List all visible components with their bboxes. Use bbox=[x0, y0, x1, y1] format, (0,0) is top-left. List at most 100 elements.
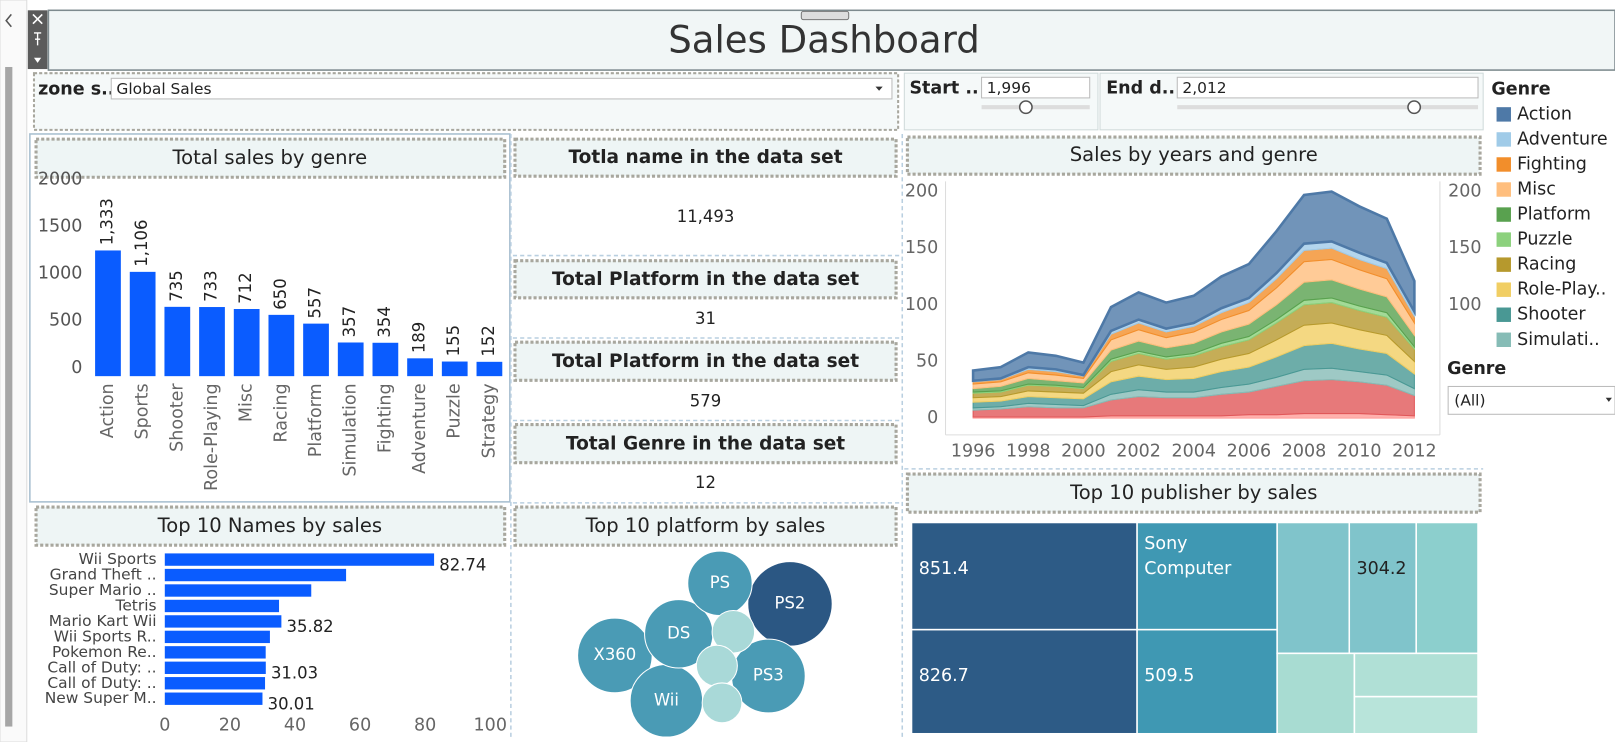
value-label: 189 bbox=[410, 322, 429, 353]
x-tick-label: Action bbox=[98, 383, 118, 438]
filter-label: End d.. bbox=[1106, 79, 1175, 99]
x-tick-label: Adventure bbox=[410, 383, 430, 474]
x-tick-label: Strategy bbox=[479, 383, 499, 458]
bubble-label: DS bbox=[667, 623, 690, 642]
bar bbox=[164, 630, 270, 644]
value-label: 650 bbox=[271, 278, 290, 309]
value-label: 155 bbox=[444, 325, 463, 356]
drag-handle[interactable] bbox=[800, 10, 850, 21]
dropdown-value: Global Sales bbox=[116, 80, 211, 98]
y2-tick-label: 150 bbox=[1448, 238, 1481, 258]
input-value: 2,012 bbox=[1182, 79, 1226, 97]
y-tick-label: 2000 bbox=[38, 169, 83, 189]
legend-swatch bbox=[1496, 232, 1511, 247]
bar bbox=[164, 646, 266, 659]
y-tick-label: 0 bbox=[927, 408, 938, 428]
treemap-cell bbox=[1348, 521, 1417, 655]
filter-label: zone s.. bbox=[38, 80, 114, 100]
text-input[interactable] bbox=[1176, 76, 1479, 99]
bar bbox=[164, 568, 347, 582]
treemap-cell bbox=[1276, 521, 1351, 655]
panel-frame bbox=[29, 133, 511, 503]
chart-title: Top 10 platform by sales bbox=[585, 514, 826, 537]
bubble-label: Wii bbox=[654, 690, 679, 709]
slider-track[interactable] bbox=[1177, 105, 1479, 110]
bar bbox=[372, 342, 399, 377]
value-label: 357 bbox=[340, 306, 359, 337]
bar bbox=[164, 553, 435, 566]
value-label: 35.82 bbox=[287, 617, 334, 636]
x-tick-label: 100 bbox=[474, 716, 507, 736]
slider-track[interactable] bbox=[981, 105, 1090, 110]
bubble bbox=[695, 644, 738, 687]
slider-handle[interactable] bbox=[1407, 100, 1422, 115]
legend-label: Platform bbox=[1517, 205, 1591, 225]
y-tick-label: Grand Theft .. bbox=[50, 566, 157, 584]
x-tick-label: 60 bbox=[349, 716, 371, 736]
treemap-cell bbox=[1353, 652, 1479, 698]
bar bbox=[337, 342, 364, 377]
y-tick-label: 500 bbox=[49, 311, 82, 331]
collapse-button[interactable] bbox=[5, 13, 12, 28]
chart-title: Total sales by genre bbox=[172, 146, 368, 169]
y-tick-label: 50 bbox=[916, 351, 938, 371]
legend-swatch bbox=[1496, 282, 1511, 297]
pin-button[interactable] bbox=[33, 32, 42, 46]
bar bbox=[164, 584, 312, 597]
input-value: 1,996 bbox=[987, 79, 1031, 97]
value-label: 735 bbox=[167, 270, 186, 301]
y-tick-label: Call of Duty: .. bbox=[47, 674, 156, 692]
legend-swatch bbox=[1496, 107, 1511, 122]
x-tick-label: 2000 bbox=[1061, 441, 1106, 461]
slider-handle[interactable] bbox=[1018, 100, 1033, 115]
bar bbox=[95, 250, 121, 377]
text-input[interactable] bbox=[981, 76, 1091, 99]
bar bbox=[476, 361, 503, 377]
y-tick-label: 150 bbox=[905, 238, 938, 258]
legend-label: Action bbox=[1517, 104, 1572, 124]
dropdown[interactable] bbox=[110, 77, 893, 100]
legend-swatch bbox=[1496, 157, 1511, 172]
legend-label: Role-Play.. bbox=[1517, 280, 1606, 300]
treemap-cell bbox=[1136, 628, 1278, 735]
treemap-cell bbox=[1353, 695, 1479, 735]
dropdown-arrow[interactable] bbox=[875, 86, 883, 91]
kpi-box bbox=[513, 340, 898, 382]
dropdown-arrow[interactable] bbox=[1605, 397, 1612, 402]
legend-swatch bbox=[1496, 207, 1511, 222]
legend-label: Simulati.. bbox=[1517, 330, 1600, 350]
bar bbox=[129, 271, 156, 377]
x-tick-label: 0 bbox=[159, 716, 170, 736]
legend-label: Racing bbox=[1517, 255, 1576, 275]
kpi-value: 579 bbox=[690, 391, 721, 410]
kpi-title: Total Platform in the data set bbox=[552, 351, 859, 372]
close-button[interactable] bbox=[32, 13, 43, 25]
y-tick-label: 0 bbox=[71, 358, 82, 378]
y-tick-label: Super Mario .. bbox=[49, 581, 157, 599]
legend-label: Adventure bbox=[1517, 129, 1608, 149]
x-tick-label: 1996 bbox=[951, 441, 996, 461]
menu-button[interactable] bbox=[33, 57, 42, 63]
title-box bbox=[513, 505, 898, 547]
x-tick-label: Misc bbox=[237, 383, 257, 422]
treemap-cell bbox=[1415, 521, 1479, 655]
bar bbox=[441, 361, 468, 377]
scrollbar[interactable] bbox=[5, 66, 13, 727]
value-label: 304.2 bbox=[1356, 559, 1406, 579]
title-box bbox=[905, 135, 1482, 176]
value-label: 733 bbox=[202, 270, 221, 301]
cell-label: Sony Computer bbox=[1144, 534, 1232, 579]
x-tick-label: Sports bbox=[133, 383, 153, 439]
x-tick-label: 2004 bbox=[1171, 441, 1216, 461]
y-tick-label: Wii Sports bbox=[79, 550, 157, 568]
y-tick-label: 200 bbox=[905, 182, 938, 202]
bar bbox=[164, 677, 266, 690]
chart-title: Sales by years and genre bbox=[1070, 143, 1318, 166]
y-tick-label: 1000 bbox=[38, 264, 83, 284]
bar bbox=[303, 323, 329, 377]
title-box bbox=[905, 472, 1482, 514]
dropdown[interactable] bbox=[1447, 385, 1615, 415]
chart-title: Top 10 Names by sales bbox=[157, 514, 382, 537]
